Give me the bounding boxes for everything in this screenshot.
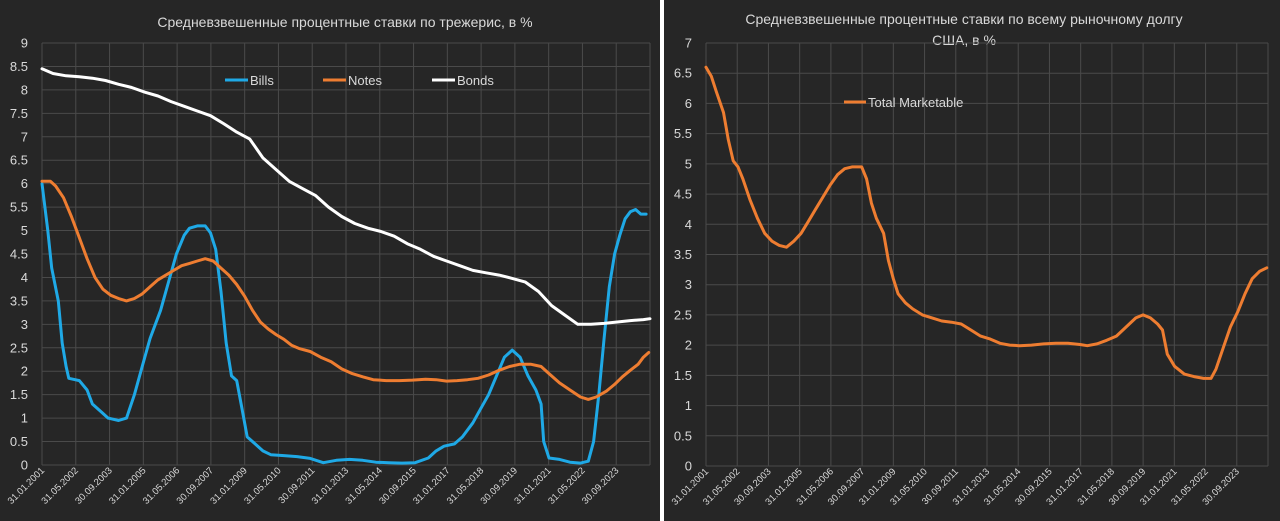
y-tick-label: 2 [21, 364, 28, 379]
y-tick-label: 7 [685, 36, 692, 51]
y-tick-label: 4.5 [674, 187, 692, 202]
y-tick-label: 6.5 [674, 66, 692, 81]
y-tick-label: 1.5 [10, 387, 28, 402]
y-tick-label: 3.5 [10, 293, 28, 308]
y-tick-label: 6.5 [10, 153, 28, 168]
y-tick-label: 1 [21, 411, 28, 426]
chart-title-line-1: Средневзвешенные процентные ставки по вс… [745, 11, 1182, 27]
chart-title: Средневзвешенные процентные ставки по тр… [157, 14, 532, 30]
y-tick-label: 2 [685, 338, 692, 353]
y-tick-label: 7 [21, 129, 28, 144]
y-tick-label: 0 [685, 459, 692, 474]
y-tick-label: 3 [685, 277, 692, 292]
y-tick-label: 3.5 [674, 247, 692, 262]
chart-title-line-2: США, в % [932, 32, 996, 48]
treasury-rates-chart: Средневзвешенные процентные ставки по тр… [0, 0, 660, 521]
y-tick-label: 8 [21, 82, 28, 97]
legend-label-notes: Notes [348, 73, 382, 88]
y-tick-label: 0.5 [10, 434, 28, 449]
y-tick-label: 5.5 [674, 126, 692, 141]
y-tick-label: 6 [21, 176, 28, 191]
y-tick-label: 0.5 [674, 428, 692, 443]
y-tick-label: 0 [21, 458, 28, 473]
y-tick-label: 1 [685, 398, 692, 413]
marketable-debt-chart: Средневзвешенные процентные ставки по вс… [664, 0, 1280, 521]
marketable-debt-chart-svg: Средневзвешенные процентные ставки по вс… [670, 11, 1269, 508]
y-tick-label: 6 [685, 96, 692, 111]
legend-label-bills: Bills [250, 73, 274, 88]
y-tick-label: 9 [21, 36, 28, 51]
legend-label-bonds: Bonds [457, 73, 494, 88]
y-tick-label: 2.5 [10, 340, 28, 355]
series-line-bonds [40, 67, 652, 326]
y-tick-label: 4.5 [10, 247, 28, 262]
y-tick-label: 2.5 [674, 307, 692, 322]
y-tick-label: 3 [21, 317, 28, 332]
y-tick-label: 4 [685, 217, 692, 232]
y-tick-label: 5 [21, 223, 28, 238]
treasury-rates-chart-svg: Средневзвешенные процентные ставки по тр… [6, 14, 652, 507]
y-tick-label: 4 [21, 270, 28, 285]
y-tick-label: 5 [685, 156, 692, 171]
series-line-notes [40, 179, 651, 401]
y-tick-label: 7.5 [10, 106, 28, 121]
legend-label-total-marketable: Total Marketable [868, 95, 963, 110]
y-tick-label: 8.5 [10, 59, 28, 74]
x-tick-label: 30.09.2023 [580, 465, 621, 506]
series-line-total-marketable [704, 65, 1269, 380]
y-tick-label: 5.5 [10, 200, 28, 215]
series-line-bills [40, 182, 648, 465]
y-tick-label: 1.5 [674, 368, 692, 383]
